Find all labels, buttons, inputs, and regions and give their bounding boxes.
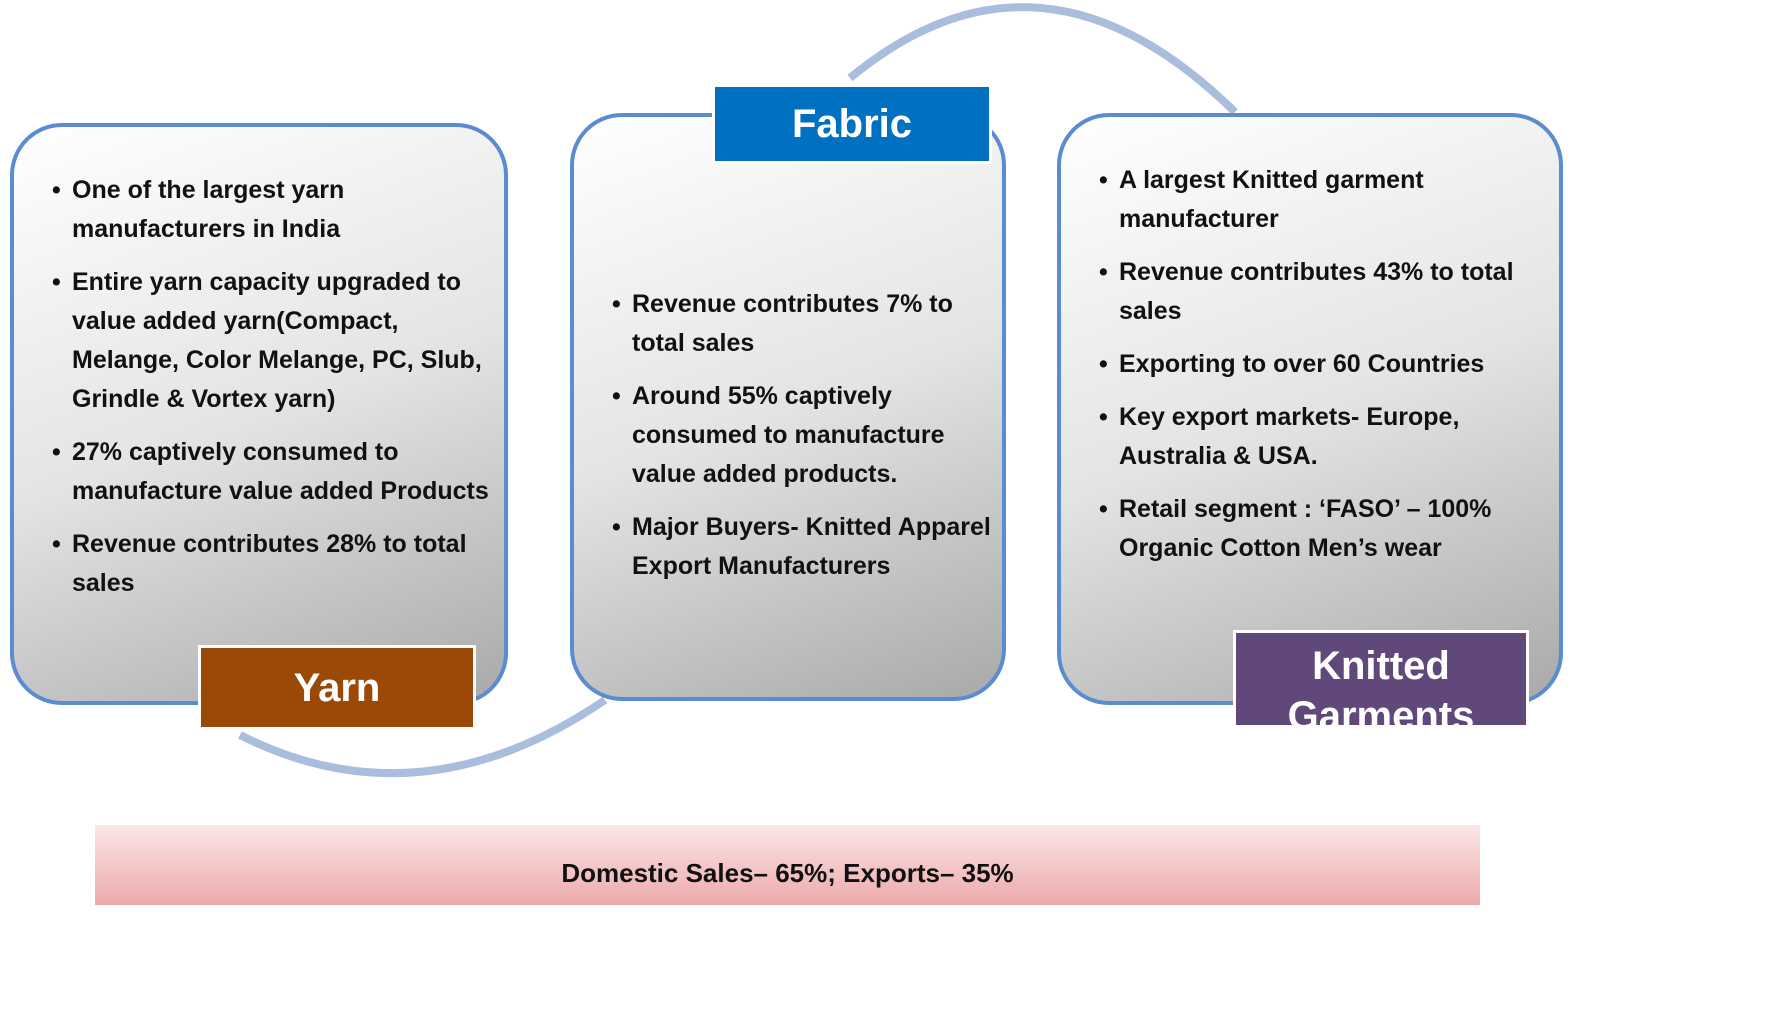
bullet: Key export markets- Europe, Australia & … (1099, 398, 1559, 476)
bullet: Revenue contributes 28% to total sales (52, 525, 512, 603)
fabric-label: Fabric (712, 84, 992, 164)
bullet: Entire yarn capacity upgraded to value a… (52, 263, 512, 419)
bullet: Exporting to over 60 Countries (1099, 345, 1559, 384)
sales-split-bar: Domestic Sales– 65%; Exports– 35% (95, 825, 1480, 905)
bullet: 27% captively consumed to manufacture va… (52, 433, 512, 511)
yarn-label: Yarn (198, 645, 476, 730)
fabric-panel: Revenue contributes 7% to total sales Ar… (570, 113, 1006, 701)
bottom-arc (238, 696, 608, 778)
bullet: Revenue contributes 43% to total sales (1099, 253, 1559, 331)
bullet: A largest Knitted garment manufacturer (1099, 161, 1559, 239)
bullet: Revenue contributes 7% to total sales (612, 285, 1002, 363)
bullet: Major Buyers- Knitted Apparel Export Man… (612, 508, 1002, 586)
garments-panel: A largest Knitted garment manufacturer R… (1057, 113, 1563, 705)
bullet: One of the largest yarn manufacturers in… (52, 171, 512, 249)
top-arc (847, 3, 1238, 115)
yarn-panel: One of the largest yarn manufacturers in… (10, 123, 508, 705)
bullet: Around 55% captively consumed to manufac… (612, 377, 1002, 494)
garments-label: Knitted Garments (1233, 630, 1529, 728)
bullet: Retail segment : ‘FASO’ – 100% Organic C… (1099, 490, 1559, 568)
